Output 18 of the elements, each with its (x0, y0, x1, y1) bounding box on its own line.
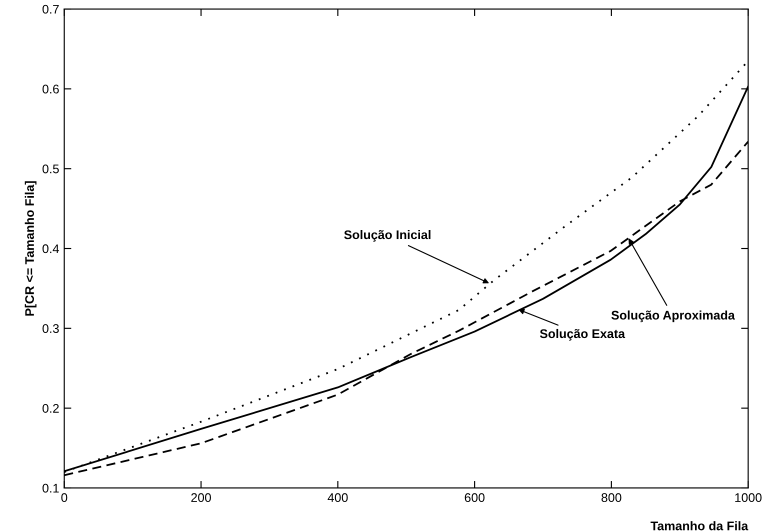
x-tick-label: 400 (328, 493, 348, 502)
y-tick-label: 0.3 (42, 324, 59, 333)
annotation: Solução Exata (540, 328, 626, 341)
x-tick-label: 1000 (735, 493, 762, 502)
annotation: Solução Aproximada (611, 310, 735, 322)
x-tick-label: 200 (191, 493, 211, 502)
y-tick-label: 0.1 (42, 484, 59, 493)
annotation: Solução Inicial (344, 230, 430, 242)
x-tick-label: 800 (602, 493, 622, 502)
y-tick-label: 0.6 (42, 84, 59, 94)
y-tick-label: 0.4 (42, 244, 60, 254)
x-axis-title: Tamanho da Fila (650, 521, 748, 530)
y-tick-label: 0.5 (42, 164, 59, 174)
y-tick-label: 0.7 (42, 4, 59, 14)
x-tick-label: 0 (61, 493, 68, 502)
x-tick-label: 600 (464, 493, 485, 502)
y-tick-label: 0.2 (42, 404, 59, 413)
y-axis-title: P[CR <= Tamanho Fila] (24, 181, 36, 316)
